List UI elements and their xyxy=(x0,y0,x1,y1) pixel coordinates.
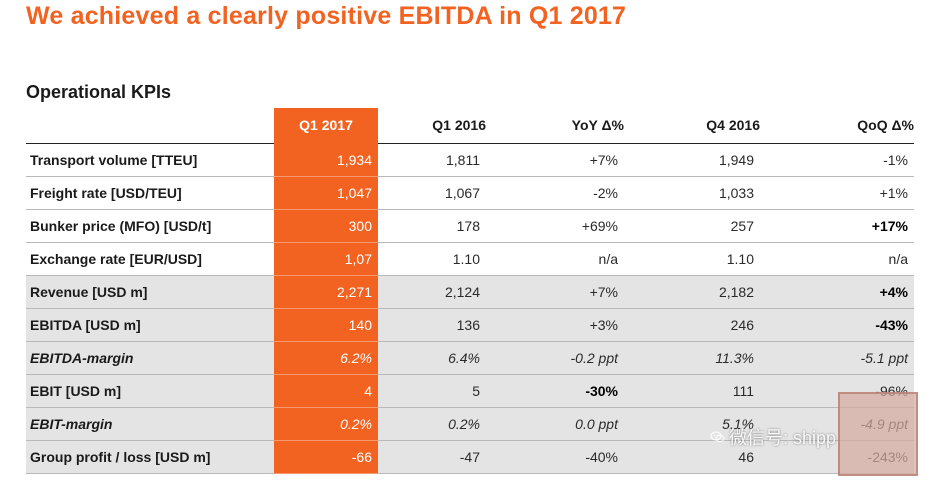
table-header-row: Q1 2017 Q1 2016 YoY Δ% Q4 2016 QoQ Δ% xyxy=(26,108,914,144)
q1-2017-cell: 4 xyxy=(274,374,378,408)
yoy-cell: 0.0 ppt xyxy=(486,407,624,441)
q4-2016-cell: 46 xyxy=(624,440,760,474)
q1-2016-cell: 136 xyxy=(378,308,486,342)
yoy-cell: +3% xyxy=(486,308,624,342)
q4-2016-cell: 2,182 xyxy=(624,275,760,309)
q1-2016-cell: 1,811 xyxy=(378,143,486,177)
kpi-label-cell: EBIT-margin xyxy=(26,407,274,441)
qoq-cell: +4% xyxy=(760,275,914,309)
q1-2016-cell: 178 xyxy=(378,209,486,243)
q1-2017-cell: 1,047 xyxy=(274,176,378,210)
q4-2016-cell: 1,033 xyxy=(624,176,760,210)
q4-2016-cell: 5.1% xyxy=(624,407,760,441)
yoy-cell: +69% xyxy=(486,209,624,243)
yoy-cell: -40% xyxy=(486,440,624,474)
kpi-label-cell: Transport volume [TTEU] xyxy=(26,143,274,177)
q1-2017-cell: 0.2% xyxy=(274,407,378,441)
q4-2016-cell: 246 xyxy=(624,308,760,342)
kpi-label-cell: EBIT [USD m] xyxy=(26,374,274,408)
page-title: We achieved a clearly positive EBITDA in… xyxy=(26,2,627,30)
yoy-cell: +7% xyxy=(486,143,624,177)
kpi-label-cell: EBITDA-margin xyxy=(26,341,274,375)
kpi-label-cell: Bunker price (MFO) [USD/t] xyxy=(26,209,274,243)
yoy-cell: -30% xyxy=(486,374,624,408)
kpi-table: Q1 2017 Q1 2016 YoY Δ% Q4 2016 QoQ Δ% Tr… xyxy=(26,108,914,474)
table-row: Bunker price (MFO) [USD/t] 300 178 +69% 257 +… xyxy=(26,209,914,243)
qoq-cell: +17% xyxy=(760,209,914,243)
q1-2016-cell: 2,124 xyxy=(378,275,486,309)
q4-2016-cell: 1.10 xyxy=(624,242,760,276)
table-row: EBITDA [USD m] 140 136 +3% 246 -43% xyxy=(26,308,914,342)
q1-2016-cell: 1,067 xyxy=(378,176,486,210)
q1-2017-cell: 140 xyxy=(274,308,378,342)
table-row: Revenue [USD m] 2,271 2,124 +7% 2,182 +4% xyxy=(26,275,914,309)
q1-2016-cell: 6.4% xyxy=(378,341,486,375)
yoy-cell: -2% xyxy=(486,176,624,210)
seal-stamp xyxy=(838,392,918,476)
qoq-cell: -43% xyxy=(760,308,914,342)
q1-2017-cell: 6.2% xyxy=(274,341,378,375)
qoq-cell: +1% xyxy=(760,176,914,210)
q1-2017-cell: 1,934 xyxy=(274,143,378,177)
table-row: EBITDA-margin 6.2% 6.4% -0.2 ppt 11.3% -5.1 p… xyxy=(26,341,914,375)
header-q1-2017: Q1 2017 xyxy=(274,108,378,144)
table-row: EBIT [USD m] 4 5 -30% 111 -96% xyxy=(26,374,914,408)
q4-2016-cell: 257 xyxy=(624,209,760,243)
header-q4-2016: Q4 2016 xyxy=(624,108,760,144)
header-yoy: YoY Δ% xyxy=(486,108,624,144)
q1-2016-cell: 0.2% xyxy=(378,407,486,441)
kpi-label-cell: Freight rate [USD/TEU] xyxy=(26,176,274,210)
qoq-cell: -5.1 ppt xyxy=(760,341,914,375)
table-row: Exchange rate [EUR/USD] 1,07 1.10 n/a 1.10 n/… xyxy=(26,242,914,276)
kpi-label-cell: EBITDA [USD m] xyxy=(26,308,274,342)
q1-2017-cell: 300 xyxy=(274,209,378,243)
kpi-label-cell: Revenue [USD m] xyxy=(26,275,274,309)
yoy-cell: -0.2 ppt xyxy=(486,341,624,375)
table-body: Transport volume [TTEU] 1,934 1,811 +7% 1,94… xyxy=(26,143,914,474)
yoy-cell: +7% xyxy=(486,275,624,309)
header-qoq: QoQ Δ% xyxy=(760,108,914,144)
table-row: Freight rate [USD/TEU] 1,047 1,067 -2% 1,033… xyxy=(26,176,914,210)
q1-2016-cell: -47 xyxy=(378,440,486,474)
q1-2016-cell: 1.10 xyxy=(378,242,486,276)
q1-2016-cell: 5 xyxy=(378,374,486,408)
q1-2017-cell: 1,07 xyxy=(274,242,378,276)
q1-2017-cell: 2,271 xyxy=(274,275,378,309)
qoq-cell: -1% xyxy=(760,143,914,177)
yoy-cell: n/a xyxy=(486,242,624,276)
section-subtitle: Operational KPIs xyxy=(26,82,172,102)
q1-2017-cell: -66 xyxy=(274,440,378,474)
kpi-label-cell: Group profit / loss [USD m] xyxy=(26,440,274,474)
q4-2016-cell: 1,949 xyxy=(624,143,760,177)
table-row: Group profit / loss [USD m]-66-47-40%46-… xyxy=(26,440,914,474)
header-q1-2016: Q1 2016 xyxy=(378,108,486,144)
table-row: Transport volume [TTEU] 1,934 1,811 +7% 1,94… xyxy=(26,143,914,177)
q4-2016-cell: 111 xyxy=(624,374,760,408)
header-label-cell xyxy=(26,108,274,144)
kpi-label-cell: Exchange rate [EUR/USD] xyxy=(26,242,274,276)
q4-2016-cell: 11.3% xyxy=(624,341,760,375)
qoq-cell: n/a xyxy=(760,242,914,276)
